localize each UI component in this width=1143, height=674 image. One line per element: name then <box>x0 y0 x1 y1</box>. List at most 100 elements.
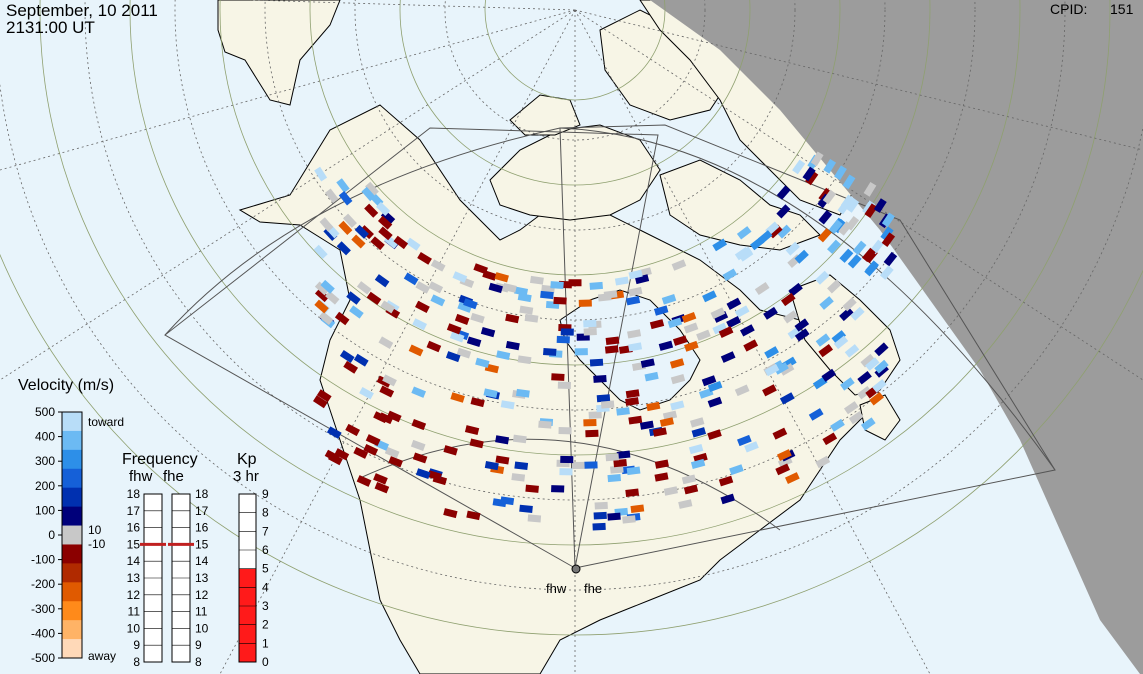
echo-cell <box>658 340 674 351</box>
echo-cell <box>430 294 446 307</box>
echo-cell <box>584 461 598 469</box>
echo-cell <box>316 389 332 403</box>
kp-tick-label: 3 <box>262 599 269 613</box>
echo-cell <box>775 463 791 476</box>
echo-cell <box>571 461 586 469</box>
kp-tick-label: 7 <box>262 524 269 538</box>
echo-cell <box>737 434 752 447</box>
velocity-tick-label: 300 <box>35 454 55 468</box>
echo-cell <box>720 493 735 505</box>
night-region <box>650 0 1143 674</box>
kp-fill <box>239 568 256 662</box>
echo-cell <box>779 363 795 376</box>
echo-cell <box>830 418 845 432</box>
echo-cell <box>628 415 643 425</box>
echo-cell <box>313 244 328 260</box>
echo-cell <box>864 203 878 219</box>
echo-cell <box>427 470 442 481</box>
echo-cell <box>883 251 898 267</box>
frequency-tick-label: 13 <box>195 571 209 585</box>
echo-cell <box>325 290 340 305</box>
echo-cell <box>514 461 529 471</box>
cpid-label: CPID: <box>1050 1 1088 17</box>
echo-cell <box>857 371 872 385</box>
echo-cell <box>654 459 669 469</box>
echo-cell <box>405 237 421 251</box>
echo-cell <box>393 235 409 250</box>
echo-cell <box>415 300 430 313</box>
echo-cell <box>663 486 678 496</box>
echo-cell <box>718 475 734 487</box>
echo-cell <box>314 299 329 314</box>
echo-cell <box>784 472 800 484</box>
frequency-tick-label: 14 <box>127 554 141 568</box>
echo-cell <box>872 379 887 393</box>
echo-cell <box>488 282 503 294</box>
echo-cell <box>378 226 393 241</box>
frequency-label-fhw: fhw <box>129 468 153 485</box>
fov-outer-arc <box>164 127 1056 471</box>
echo-cell <box>342 213 357 228</box>
frequency-tick-label: 11 <box>195 605 208 619</box>
echo-cell <box>519 305 534 315</box>
echo-cell <box>445 351 461 363</box>
velocity-color-step <box>62 582 82 602</box>
echo-cell <box>583 319 597 328</box>
echo-cell <box>351 234 366 249</box>
echo-cell <box>314 166 328 182</box>
echo-cell <box>339 349 355 363</box>
echo-cell <box>483 388 498 399</box>
kp-panel: 9 8 7 6 5 4 3 2 1 0 <box>238 487 269 666</box>
echo-cell <box>848 411 864 425</box>
echo-cell <box>688 443 704 455</box>
echo-cell <box>597 293 612 302</box>
echo-cell <box>823 158 837 174</box>
echo-cell <box>852 240 867 256</box>
echo-cell <box>324 449 340 463</box>
echo-cell <box>540 290 554 300</box>
echo-cell <box>380 300 396 314</box>
echo-cell <box>456 347 472 359</box>
velocity-color-step <box>62 506 82 527</box>
echo-cell <box>505 313 520 324</box>
cut-positive-label: 10 <box>88 523 102 537</box>
echo-cell <box>589 358 604 367</box>
echo-cell <box>415 281 431 294</box>
echo-cell <box>365 434 381 446</box>
echo-cell <box>626 295 641 306</box>
echo-cell <box>505 340 520 351</box>
echo-cell <box>669 358 685 369</box>
echo-cell <box>652 427 667 437</box>
echo-cell <box>464 425 480 436</box>
echo-cell <box>827 239 841 254</box>
echo-cell <box>718 326 734 338</box>
echo-cell <box>810 151 824 167</box>
echo-cell <box>585 429 599 438</box>
echo-cell <box>776 449 792 461</box>
frequency-tick-label: 18 <box>127 487 141 501</box>
echo-cell <box>843 401 859 415</box>
echo-cell <box>312 395 328 409</box>
echo-cell <box>353 353 369 367</box>
echo-cell <box>734 384 750 397</box>
velocity-tick-label: 0 <box>48 528 55 542</box>
echo-cell <box>583 418 597 427</box>
echo-cell <box>616 407 630 416</box>
echo-cell <box>557 381 571 390</box>
echo-cell <box>818 343 834 358</box>
echo-cell <box>417 252 432 265</box>
velocity-echoes <box>312 151 898 531</box>
echo-cell <box>710 307 726 320</box>
velocity-tick-label: -300 <box>31 602 55 616</box>
echo-cell <box>670 374 686 385</box>
echo-cell <box>553 296 567 305</box>
frequency-tick-label: 16 <box>195 521 209 535</box>
echo-cell <box>469 438 484 449</box>
echo-cell <box>639 420 654 430</box>
echo-cell <box>720 351 736 363</box>
echo-cell <box>649 319 665 330</box>
echo-cell <box>863 181 877 197</box>
frequency-tick-label: 17 <box>127 504 141 518</box>
north-america <box>238 104 881 674</box>
